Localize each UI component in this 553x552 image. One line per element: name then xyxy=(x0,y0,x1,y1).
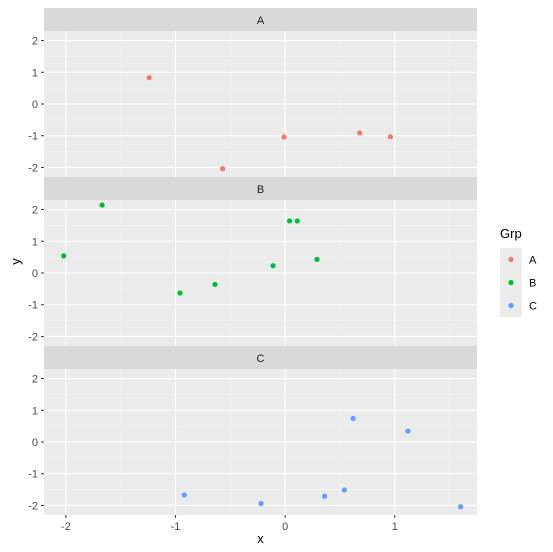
point-b xyxy=(286,218,293,224)
point-b xyxy=(177,290,183,296)
y-tick-label: 0 xyxy=(32,99,38,111)
strip-background xyxy=(44,177,477,200)
point-a xyxy=(146,75,152,81)
legend: Grp ABC xyxy=(500,226,537,317)
y-tick-label: 0 xyxy=(32,268,38,280)
point-c xyxy=(457,504,464,510)
y-axis-title: y xyxy=(8,258,23,265)
point-c xyxy=(181,492,187,498)
x-tick-label: -1 xyxy=(171,521,181,533)
y-tick-label: 2 xyxy=(32,205,38,217)
point-c xyxy=(258,500,264,507)
legend-label: A xyxy=(529,255,537,267)
point-b xyxy=(212,281,218,288)
point-b xyxy=(99,202,105,208)
point-a xyxy=(281,134,287,140)
legend-title: Grp xyxy=(500,226,522,241)
point-a xyxy=(220,166,226,172)
legend-symbol xyxy=(508,302,514,309)
panel-c: C -2 -1 0 1 2 -2 -1 0 1 xyxy=(28,346,477,533)
y-tick-label: 1 xyxy=(32,405,38,417)
legend-label: B xyxy=(529,278,536,290)
y-tick-label: -1 xyxy=(28,300,38,312)
legend-symbol xyxy=(508,279,514,286)
y-tick-label: 1 xyxy=(32,67,38,79)
legend-symbol xyxy=(508,256,514,263)
point-b xyxy=(270,263,276,269)
panel-a: A -2 -1 0 1 2 xyxy=(28,8,477,177)
point-a xyxy=(387,134,393,140)
panels: A -2 -1 0 1 2 B -2 -1 0 1 2 C -2 -1 0 1 2 -2 -1 0 1 xyxy=(28,8,477,533)
strip-label: B xyxy=(257,184,264,196)
strip-background xyxy=(44,346,477,369)
y-tick-label: 2 xyxy=(32,36,38,48)
panel-b: B -2 -1 0 1 2 xyxy=(28,177,477,346)
point-b xyxy=(294,218,300,224)
point-c xyxy=(405,428,411,434)
y-tick-label: -1 xyxy=(28,469,38,481)
y-tick-label: 1 xyxy=(32,236,38,248)
y-tick-label: -2 xyxy=(28,162,38,174)
point-c xyxy=(350,415,356,422)
point-c xyxy=(341,487,347,493)
strip-label: A xyxy=(257,15,265,27)
point-b xyxy=(61,253,67,259)
x-tick-label: -2 xyxy=(61,521,71,533)
y-tick-label: -2 xyxy=(28,500,38,512)
y-tick-label: 0 xyxy=(32,437,38,449)
legend-label: C xyxy=(529,301,537,313)
x-tick-label: 1 xyxy=(392,521,398,533)
x-tick-label: 0 xyxy=(282,521,288,533)
y-tick-label: 2 xyxy=(32,374,38,386)
x-axis-title: x xyxy=(257,531,264,546)
point-c xyxy=(322,493,328,499)
y-tick-label: -1 xyxy=(28,131,38,143)
strip-background xyxy=(44,8,477,31)
point-b xyxy=(314,256,320,262)
strip-label: C xyxy=(257,353,265,365)
y-tick-label: -2 xyxy=(28,331,38,343)
point-a xyxy=(357,130,363,136)
